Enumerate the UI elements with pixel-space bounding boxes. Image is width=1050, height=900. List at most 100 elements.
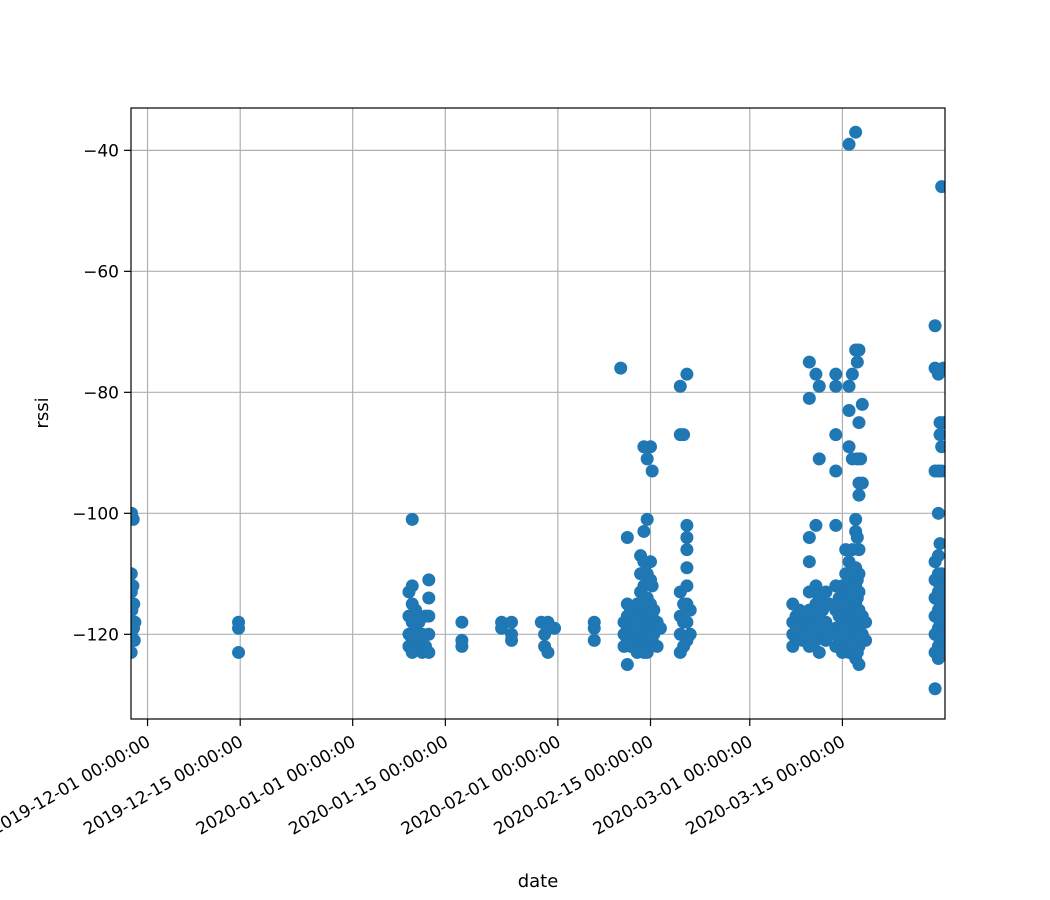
data-point <box>548 621 562 635</box>
data-point <box>931 506 945 520</box>
data-point <box>409 603 423 617</box>
data-point <box>131 621 140 635</box>
tick-marks <box>124 149 844 726</box>
data-point <box>644 440 658 454</box>
data-point <box>680 615 694 629</box>
data-point <box>829 518 843 532</box>
data-point <box>422 645 436 659</box>
data-point <box>455 615 469 629</box>
data-point <box>405 579 419 593</box>
data-point <box>936 361 945 375</box>
data-point <box>936 615 945 629</box>
data-point <box>936 633 945 647</box>
data-point <box>859 633 873 647</box>
data-point <box>422 591 436 605</box>
data-point <box>855 397 869 411</box>
data-point <box>855 476 869 490</box>
data-point <box>680 367 694 381</box>
data-point <box>680 561 694 575</box>
axes-frame <box>130 107 946 720</box>
data-point <box>935 464 945 478</box>
data-point <box>640 512 654 526</box>
data-point <box>812 452 826 466</box>
data-point <box>852 585 866 599</box>
data-point <box>819 615 833 629</box>
data-point <box>933 428 945 442</box>
data-point <box>928 682 942 696</box>
data-point <box>131 633 141 647</box>
data-point <box>131 567 138 581</box>
y-tick-label: −120 <box>72 625 119 645</box>
data-point <box>852 567 866 581</box>
data-point <box>802 555 816 569</box>
data-point <box>680 518 694 532</box>
data-point <box>852 543 866 557</box>
data-point <box>614 361 628 375</box>
data-point <box>620 658 634 672</box>
data-point <box>673 379 687 393</box>
data-point <box>849 125 863 139</box>
data-point <box>935 567 945 581</box>
data-point <box>812 379 826 393</box>
data-point <box>852 416 866 430</box>
data-point <box>842 379 856 393</box>
data-point <box>131 579 140 593</box>
data-point <box>802 355 816 369</box>
data-point <box>842 440 856 454</box>
data-point <box>936 416 945 430</box>
data-point <box>933 537 945 551</box>
data-point <box>538 627 552 641</box>
data-point <box>850 355 864 369</box>
data-point <box>645 464 659 478</box>
data-point <box>405 512 419 526</box>
data-point <box>422 609 436 623</box>
data-point <box>645 579 659 593</box>
data-point <box>935 440 945 454</box>
x-axis-label: date <box>518 871 559 892</box>
data-point <box>541 645 555 659</box>
data-point <box>232 645 246 659</box>
data-point <box>854 452 868 466</box>
data-point <box>644 555 658 569</box>
data-point <box>935 180 945 194</box>
data-point <box>802 391 816 405</box>
data-points <box>131 125 945 696</box>
data-point <box>829 367 843 381</box>
data-point <box>809 367 823 381</box>
y-tick-label: −80 <box>83 383 119 403</box>
data-point <box>935 645 945 659</box>
data-point <box>842 137 856 151</box>
data-point <box>680 531 694 545</box>
data-point <box>131 512 140 526</box>
data-point <box>683 627 697 641</box>
data-point <box>505 615 519 629</box>
data-point <box>495 621 509 635</box>
data-point <box>852 658 866 672</box>
data-point <box>852 343 866 357</box>
data-point <box>683 603 697 617</box>
data-point <box>812 645 826 659</box>
data-point <box>936 579 945 593</box>
data-point <box>859 615 873 629</box>
data-point <box>455 639 469 653</box>
data-point <box>422 627 436 641</box>
data-point <box>829 428 843 442</box>
y-axis-label: rssi <box>32 397 53 428</box>
data-point <box>931 549 945 563</box>
data-point <box>637 524 651 538</box>
data-point <box>829 464 843 478</box>
data-point <box>653 621 667 635</box>
y-tick-label: −40 <box>83 141 119 161</box>
data-point <box>620 531 634 545</box>
data-point <box>842 403 856 417</box>
data-point <box>850 531 864 545</box>
data-point <box>505 633 519 647</box>
data-point <box>647 603 661 617</box>
data-point <box>680 543 694 557</box>
data-point <box>829 379 843 393</box>
y-tick-label: −100 <box>72 504 119 524</box>
data-point <box>809 518 823 532</box>
data-point <box>852 488 866 502</box>
data-point <box>819 585 833 599</box>
